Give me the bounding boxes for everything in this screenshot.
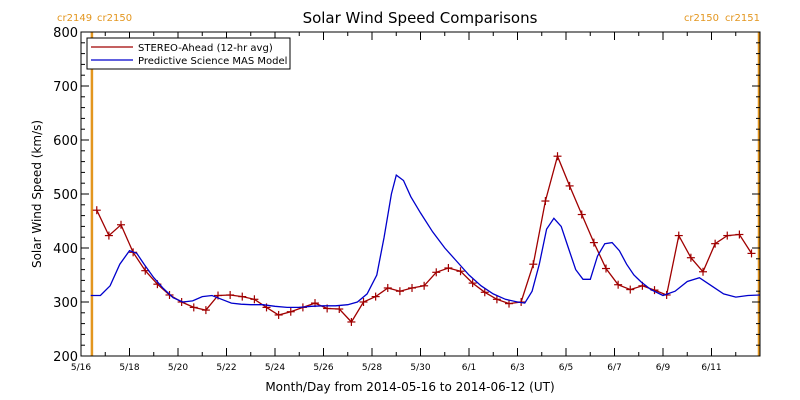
x-tick-label: 5/26: [313, 363, 333, 373]
data-point: [395, 287, 404, 296]
data-point: [553, 152, 562, 161]
x-axis-label: Month/Day from 2014-05-16 to 2014-06-12 …: [265, 380, 554, 394]
data-point: [141, 266, 150, 275]
data-point: [674, 231, 683, 240]
y-axis-label: Solar Wind Speed (km/s): [30, 120, 44, 268]
y-tick-label: 300: [53, 296, 78, 311]
y-tick-label: 200: [53, 350, 78, 365]
legend: STEREO-Ahead (12-hr avg) Predictive Scie…: [86, 37, 291, 70]
data-point: [468, 279, 477, 288]
data-point: [614, 280, 623, 289]
series-layer: [90, 152, 761, 326]
data-point: [505, 299, 514, 308]
data-point: [492, 295, 501, 304]
data-point: [699, 267, 708, 276]
data-point: [723, 231, 732, 240]
data-point: [565, 181, 574, 190]
data-point: [747, 249, 756, 258]
x-tick-label: 6/11: [701, 363, 721, 373]
x-tick-label: 5/18: [119, 363, 139, 373]
series-line-0: [96, 154, 753, 324]
x-tick-label: 5/22: [216, 363, 236, 373]
cr-label-right-a: cr2150: [684, 13, 719, 24]
data-point: [686, 253, 695, 262]
data-point: [420, 281, 429, 290]
data-point: [383, 283, 392, 292]
data-point: [104, 231, 113, 240]
data-point: [480, 288, 489, 297]
legend-box: [86, 37, 291, 70]
data-point: [286, 307, 295, 316]
x-tick-label: 5/28: [362, 363, 382, 373]
data-point: [250, 295, 259, 304]
data-point: [529, 260, 538, 269]
y-tick-label: 800: [53, 26, 78, 41]
data-point: [444, 263, 453, 272]
data-point: [541, 197, 550, 206]
legend-label-mas: Predictive Science MAS Model: [138, 56, 287, 67]
y-tick-label: 500: [53, 188, 78, 203]
x-tick-label: 6/5: [559, 363, 573, 373]
data-point: [735, 230, 744, 239]
cr-label-left-b: cr2150: [97, 13, 132, 24]
x-tick-label: 5/16: [71, 363, 91, 373]
data-point: [274, 310, 283, 319]
data-point: [226, 290, 235, 299]
x-tick-label: 5/30: [410, 363, 430, 373]
y-tick-label: 400: [53, 242, 78, 257]
data-point: [626, 285, 635, 294]
data-point: [602, 264, 611, 273]
plot-frame: [80, 31, 761, 357]
y-tick-label: 700: [53, 80, 78, 95]
data-point: [92, 206, 101, 215]
y-tick-label: 600: [53, 134, 78, 149]
data-point: [432, 268, 441, 277]
data-point: [238, 292, 247, 301]
x-tick-label: 5/20: [168, 363, 188, 373]
data-point: [117, 220, 126, 229]
x-tick-label: 6/9: [656, 363, 671, 373]
data-point: [359, 298, 368, 306]
data-point: [711, 239, 720, 248]
data-point: [189, 303, 198, 312]
cr-label-left-a: cr2149: [57, 13, 92, 24]
cr-label-right-b: cr2151: [725, 13, 760, 24]
x-tick-label: 6/1: [462, 363, 476, 373]
data-point: [347, 317, 356, 326]
data-point: [589, 238, 598, 247]
axis-ticks: 200 300 400 500 600 700 800 5/16 5/18 5/20 5/22 5/2…: [53, 26, 760, 373]
chart-title: Solar Wind Speed Comparisons: [303, 9, 538, 27]
data-point: [577, 210, 586, 219]
data-point: [201, 306, 210, 315]
data-point: [456, 267, 465, 276]
x-tick-label: 6/7: [607, 363, 621, 373]
x-tick-label: 6/3: [510, 363, 524, 373]
series-line-1: [90, 173, 761, 309]
legend-label-stereo: STEREO-Ahead (12-hr avg): [138, 43, 273, 54]
data-point: [371, 292, 380, 301]
x-tick-label: 5/24: [265, 363, 285, 373]
data-point: [408, 283, 417, 292]
data-point: [335, 305, 344, 314]
